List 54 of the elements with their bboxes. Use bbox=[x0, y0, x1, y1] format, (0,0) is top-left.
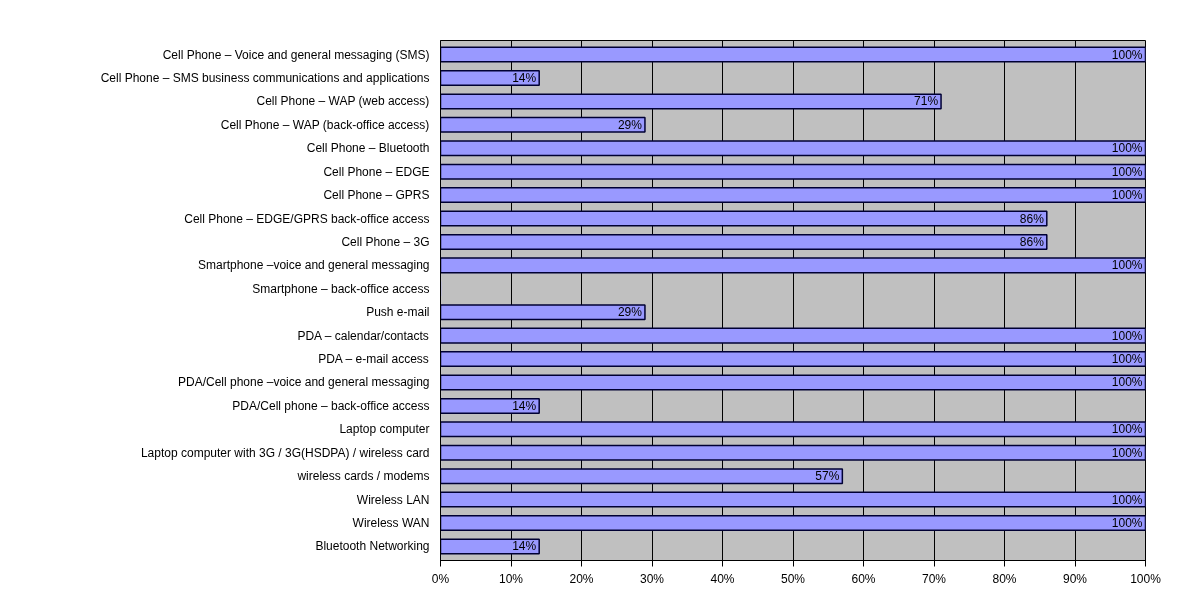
y-tick-label: Wireless LAN bbox=[356, 492, 430, 507]
x-tick-label: 100% bbox=[1130, 571, 1162, 586]
y-tick-label: Cell Phone – WAP (web access) bbox=[256, 94, 430, 109]
x-tick-label: 70% bbox=[921, 571, 947, 586]
data-label: 100% bbox=[1111, 328, 1143, 343]
data-label: 100% bbox=[1111, 141, 1143, 156]
data-label: 86% bbox=[1019, 234, 1045, 249]
x-tick-label: 50% bbox=[780, 571, 806, 586]
y-tick-label: Cell Phone – Bluetooth bbox=[306, 141, 430, 156]
y-tick-label: Laptop computer with 3G / 3G(HSDPA) / wireless card bbox=[140, 445, 430, 460]
data-label: 100% bbox=[1111, 352, 1143, 367]
data-label: 100% bbox=[1111, 47, 1143, 62]
data-label: 29% bbox=[617, 305, 643, 320]
y-tick-label: Cell Phone – SMS business communications and applications bbox=[100, 70, 430, 85]
y-tick-label: PDA – calendar/contacts bbox=[297, 328, 429, 343]
x-tick-label: 90% bbox=[1062, 571, 1088, 586]
data-label: 100% bbox=[1111, 492, 1143, 507]
x-tick-label: 40% bbox=[710, 571, 735, 586]
data-label: 100% bbox=[1111, 258, 1143, 273]
y-tick-label: Smartphone –voice and general messaging bbox=[198, 258, 430, 273]
data-label: 29% bbox=[617, 117, 643, 132]
y-tick-label: Cell Phone – GPRS bbox=[323, 188, 430, 203]
y-tick-label: wireless cards / modems bbox=[296, 469, 430, 484]
y-tick-label: Cell Phone – EDGE bbox=[323, 164, 430, 179]
y-tick-label: PDA – e-mail access bbox=[318, 352, 429, 367]
x-tick-label: 10% bbox=[498, 571, 524, 586]
y-tick-label: Laptop computer bbox=[339, 422, 430, 437]
y-tick-label: Cell Phone – 3G bbox=[341, 234, 430, 249]
y-tick-label: Cell Phone – WAP (back-office access) bbox=[220, 117, 430, 132]
y-tick-label: Push e-mail bbox=[366, 305, 430, 320]
x-tick-label: 80% bbox=[992, 571, 1017, 586]
y-tick-label: PDA/Cell phone –voice and general messaging bbox=[178, 375, 430, 390]
data-label: 71% bbox=[914, 94, 939, 109]
x-tick-label: 60% bbox=[851, 571, 876, 586]
y-tick-label: Cell Phone – EDGE/GPRS back-office access bbox=[184, 211, 430, 226]
x-tick-label: 20% bbox=[569, 571, 594, 586]
y-tick-label: Cell Phone – Voice and general messaging (SMS) bbox=[162, 47, 430, 62]
x-tick-label: 0% bbox=[431, 571, 450, 586]
y-tick-label: Bluetooth Networking bbox=[315, 539, 430, 554]
y-tick-label: Wireless WAN bbox=[352, 516, 430, 531]
data-label: 100% bbox=[1111, 164, 1143, 179]
data-label: 14% bbox=[512, 70, 537, 85]
y-tick-label: Smartphone – back-office access bbox=[252, 281, 430, 296]
data-label: 100% bbox=[1111, 445, 1143, 460]
data-label: 100% bbox=[1111, 422, 1143, 437]
data-label: 100% bbox=[1111, 188, 1143, 203]
data-label: 14% bbox=[512, 398, 537, 413]
y-tick-label: PDA/Cell phone – back-office access bbox=[232, 398, 430, 413]
data-label: 14% bbox=[512, 539, 537, 554]
data-label: 100% bbox=[1111, 516, 1143, 531]
data-label: 86% bbox=[1019, 211, 1045, 226]
data-label: 57% bbox=[815, 469, 840, 484]
x-tick-label: 30% bbox=[639, 571, 665, 586]
data-label: 100% bbox=[1111, 375, 1143, 390]
